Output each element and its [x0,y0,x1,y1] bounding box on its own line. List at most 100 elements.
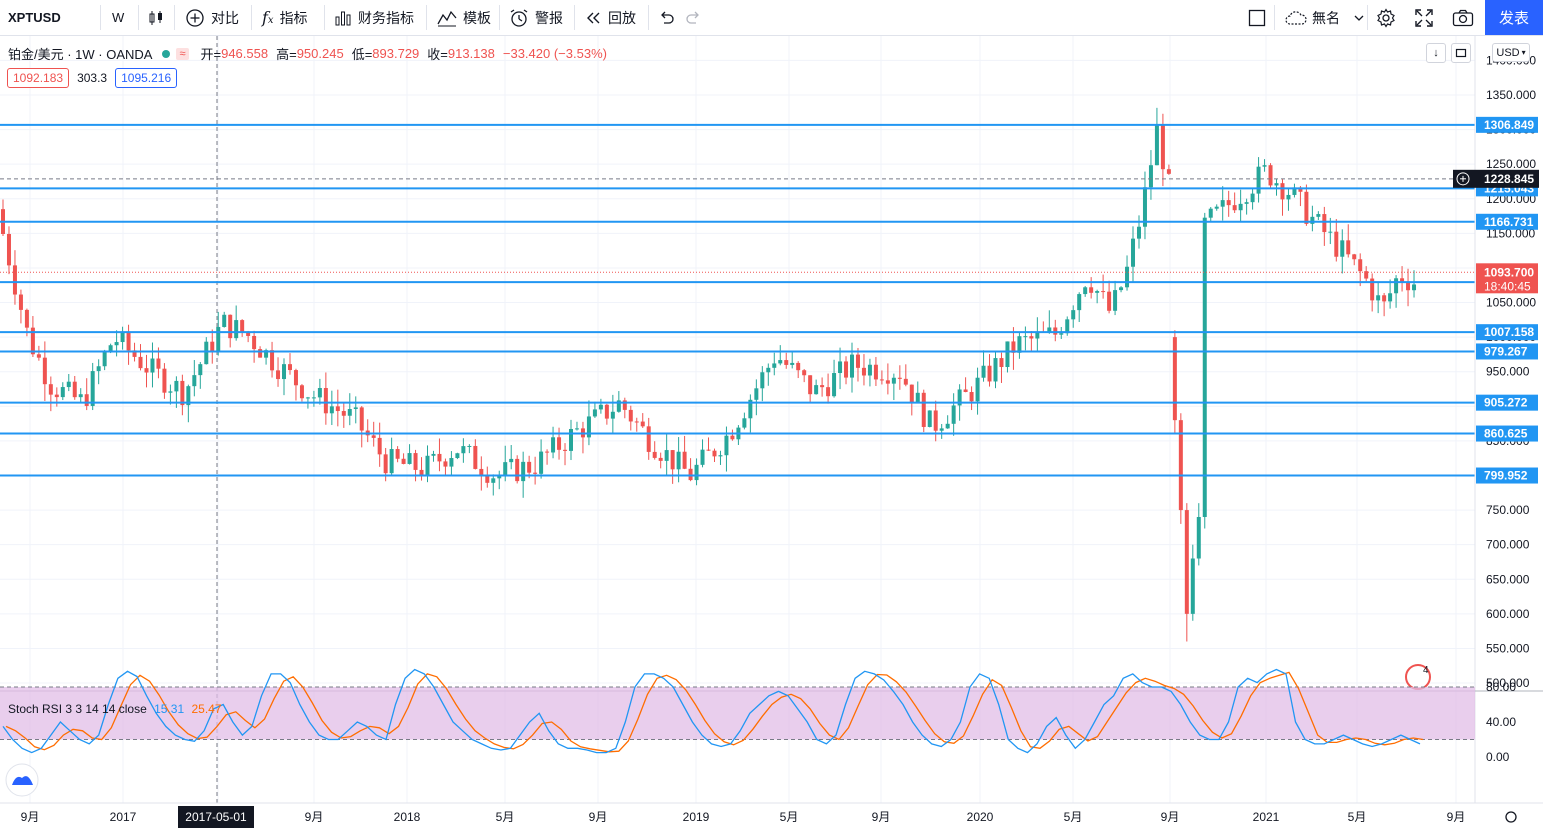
candle-body [557,437,562,450]
candle-body [909,384,914,403]
rsi-name[interactable]: Stoch RSI 3 3 14 14 close [8,702,147,716]
symbol-search[interactable]: XPTUSD [8,0,61,35]
candle-body [1286,194,1291,200]
chevron-down-icon [1354,15,1364,21]
level-price-tag[interactable] [1476,324,1538,341]
candle-body [670,450,675,470]
level-price-tag[interactable] [1476,394,1538,411]
crosshair-date-tag [178,806,254,828]
candle-body [276,370,281,380]
candle-body [622,400,627,410]
gear-icon[interactable] [1505,811,1517,823]
candle-body [521,461,526,482]
candle-body [1304,191,1309,224]
open-value: 946.558 [221,46,269,61]
candle-body [1376,295,1381,301]
candle-body [628,409,633,422]
candle-body [264,350,269,358]
candle-body [335,406,340,412]
buy-price[interactable]: 1095.216 [115,68,178,88]
time-axis-label: 2018 [394,810,421,824]
candle-body [1382,295,1387,302]
level-price-tag[interactable] [1476,467,1538,484]
chart-type-button[interactable] [147,0,165,35]
fullscreen-button[interactable] [1415,0,1433,35]
candle-body [1310,216,1315,224]
templates-button[interactable]: 模板 [437,0,491,35]
chart-area[interactable]: 1400.0001350.0001300.0001250.0001200.000… [0,36,1543,833]
candle-body [437,453,442,462]
rsi-k-value: 15.31 [154,702,185,716]
compare-label: 对比 [211,9,239,26]
candle-body [1053,327,1058,335]
candle-body [503,462,508,475]
financials-button[interactable]: 财务指标 [334,0,414,35]
scroll-down-button[interactable]: ↓ [1426,43,1446,63]
rsi-tick-label: 40.00 [1486,715,1516,729]
price-tick-label: 650.000 [1486,572,1530,586]
candle-body [515,458,520,482]
separator [324,5,325,30]
cloud-icon [12,776,33,785]
replay-button[interactable]: 回放 [585,0,636,35]
candle-body [287,364,292,371]
candle-body [1029,336,1034,339]
maximize-button[interactable] [1451,43,1471,63]
currency-selector[interactable]: USD ▾ [1492,43,1530,62]
candle-body [138,356,143,369]
snapshot-button[interactable] [1452,0,1474,35]
candle-body [1131,238,1136,267]
undo-icon [661,11,674,24]
series-title[interactable]: 铂金/美元 · 1W · OANDA [8,47,153,62]
settings-button[interactable] [1376,0,1396,35]
data-delayed-badge[interactable]: ≈ [176,47,189,60]
candle-body [108,345,113,353]
candle-body [419,469,424,476]
chevron-down-icon: ▾ [1521,48,1526,57]
camera-icon [1452,9,1474,26]
candle-body [240,320,245,333]
redo-button[interactable] [685,0,703,35]
candle-body [1340,240,1345,257]
candle-body [891,377,896,384]
candle-body [1154,124,1159,166]
time-axis-label: 9月 [21,810,40,824]
level-price-tag[interactable] [1476,425,1538,442]
plus-circle-icon[interactable] [1456,172,1470,186]
layout-name-button[interactable]: 無名 [1284,0,1364,35]
undo-button[interactable] [657,0,675,35]
high-value: 950.245 [296,46,344,61]
publish-button[interactable]: 发表 [1485,0,1543,35]
candle-body [1370,278,1375,301]
candle-body [509,458,514,463]
candle-body [867,364,872,376]
sell-price[interactable]: 1092.183 [7,68,70,88]
candle-body [377,437,382,455]
gear-icon [1377,7,1395,28]
level-price-tag[interactable] [1476,116,1538,133]
candle-body [1071,310,1076,320]
candle-body [1244,202,1249,204]
time-axis-label: 9月 [305,810,324,824]
candle-body [563,449,568,451]
candle-body [921,392,926,427]
indicators-button[interactable]: fx 指标 [262,0,308,35]
interval-button[interactable]: W [112,0,124,35]
candle-body [1148,165,1153,188]
time-axis-label: 2017 [110,810,137,824]
candle-body [1035,331,1040,339]
bar-countdown-label: 18:40:45 [1484,279,1531,293]
select-layout-button[interactable] [1248,0,1266,35]
candle-body [999,358,1004,368]
candle-body [1125,266,1130,288]
candle-body [383,454,388,474]
market-status-dot[interactable] [162,49,171,58]
level-price-tag[interactable] [1476,343,1538,360]
level-price-tag[interactable] [1476,213,1538,230]
candle-body [646,426,651,452]
alert-button[interactable]: 警报 [509,0,563,35]
compare-button[interactable]: 对比 [185,0,239,35]
candle-body [1113,290,1118,311]
level-price-label: 860.625 [1484,427,1528,441]
candle-body [640,421,645,427]
